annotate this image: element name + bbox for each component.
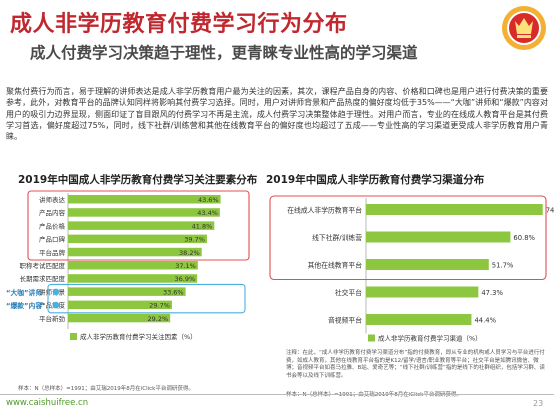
left-value-label: 29.2% <box>148 315 169 323</box>
left-value-label: 43.6% <box>198 196 219 204</box>
left-bar <box>68 208 220 217</box>
right-bar <box>366 314 472 325</box>
left-category-label: 讲师表达 <box>39 195 66 204</box>
right-legend-swatch <box>368 334 375 342</box>
right-chart-note: 注释：在此，“成人非学历教育付费学习渠道分布”指的付费教育，即从专业的机构或人员… <box>286 350 545 379</box>
right-category-label: 线下社群/训练营 <box>312 233 362 242</box>
left-category-label: 平台品牌 <box>39 248 66 257</box>
body-paragraph: 聚焦付费行为而言，易于理解的讲师表达是成人非学历教育用户最为关注的因素，其次，课… <box>6 87 548 142</box>
right-value-label: 44.4% <box>474 317 496 325</box>
lightbulb-icon <box>52 301 60 309</box>
right-bar <box>366 204 543 215</box>
right-bar <box>366 259 489 270</box>
page-number: 23 <box>533 399 544 408</box>
right-chart-source: 样本：N（总样本）=1991；由艾瑞2019年8月在iClick平台调研获得。 <box>286 392 462 398</box>
left-legend-swatch <box>70 333 77 340</box>
left-bar <box>68 234 207 244</box>
left-highlight-box-blue <box>47 283 246 314</box>
left-bar <box>68 313 171 323</box>
left-bar <box>68 221 215 230</box>
lightbulb-icon <box>52 288 60 296</box>
left-highlight-box-red <box>27 190 250 261</box>
right-legend-label: 成人非学历教育付费学习渠道（%） <box>378 334 482 343</box>
left-value-label: 38.2% <box>179 249 200 257</box>
crown-award-logo-icon <box>502 6 546 50</box>
right-value-label: 74.4% <box>546 207 554 215</box>
chart-title-left: 2019年中国成人非学历教育付费学习关注要素分布 <box>18 174 258 186</box>
footer-divider <box>0 394 554 395</box>
left-bar <box>68 287 186 296</box>
left-category-label: 讲师背景 <box>39 287 66 296</box>
left-legend-label: 成人非学历教育付费学习关注因素（%） <box>80 332 197 341</box>
left-bar <box>68 274 198 283</box>
chart-title-right: 2019年中国成人非学历教育付费学习渠道分布 <box>266 174 485 186</box>
left-category-label: 职称考试匹配度 <box>20 261 66 270</box>
left-category-label: 平台新劲 <box>39 314 66 323</box>
left-category-label: 长期需求匹配度 <box>20 274 66 283</box>
right-category-label: 音视频平台 <box>328 316 362 325</box>
left-value-label: 39.7% <box>184 236 205 244</box>
page-title: 成人非学历教育付费学习行为分布 <box>10 12 348 37</box>
right-category-label: 社交平台 <box>335 288 362 297</box>
right-category-label: 在线成人非学历教育平台 <box>287 206 362 215</box>
left-category-label: 产品热度 <box>39 301 66 310</box>
left-value-label: 29.7% <box>149 302 170 310</box>
right-value-label: 47.3% <box>481 289 503 297</box>
left-category-label: 产品内容 <box>39 208 66 217</box>
left-category-label: 产品价格 <box>39 221 66 230</box>
left-bar <box>68 247 202 257</box>
left-value-label: 36.9% <box>174 275 195 283</box>
left-callout-label: “大咖”讲师 <box>6 288 42 297</box>
left-category-label: 产品口碑 <box>39 235 66 244</box>
right-category-label: 其他在线教育平台 <box>308 261 363 270</box>
left-chart-source: 样本：N（总样本）=1991；由艾瑞2019年8月在iClick平台调研获得。 <box>18 386 194 392</box>
left-callout-label: “爆款”内容 <box>6 301 42 310</box>
left-bar <box>68 261 198 270</box>
page-subtitle: 成人付费学习决策趋于理性，更青睐专业性高的学习渠道 <box>30 44 418 62</box>
left-value-label: 37.1% <box>175 262 196 270</box>
left-value-label: 41.8% <box>192 222 213 230</box>
right-value-label: 51.7% <box>492 262 514 270</box>
footer-url: www.caishuifree.cn <box>6 398 89 408</box>
left-value-label: 43.4% <box>197 209 218 217</box>
right-bar <box>366 231 511 243</box>
left-bar <box>68 300 172 310</box>
right-highlight-box-red <box>269 195 547 281</box>
right-value-label: 60.8% <box>513 234 535 242</box>
left-bar <box>68 195 221 204</box>
right-bar <box>366 286 479 298</box>
left-value-label: 33.6% <box>163 288 184 296</box>
